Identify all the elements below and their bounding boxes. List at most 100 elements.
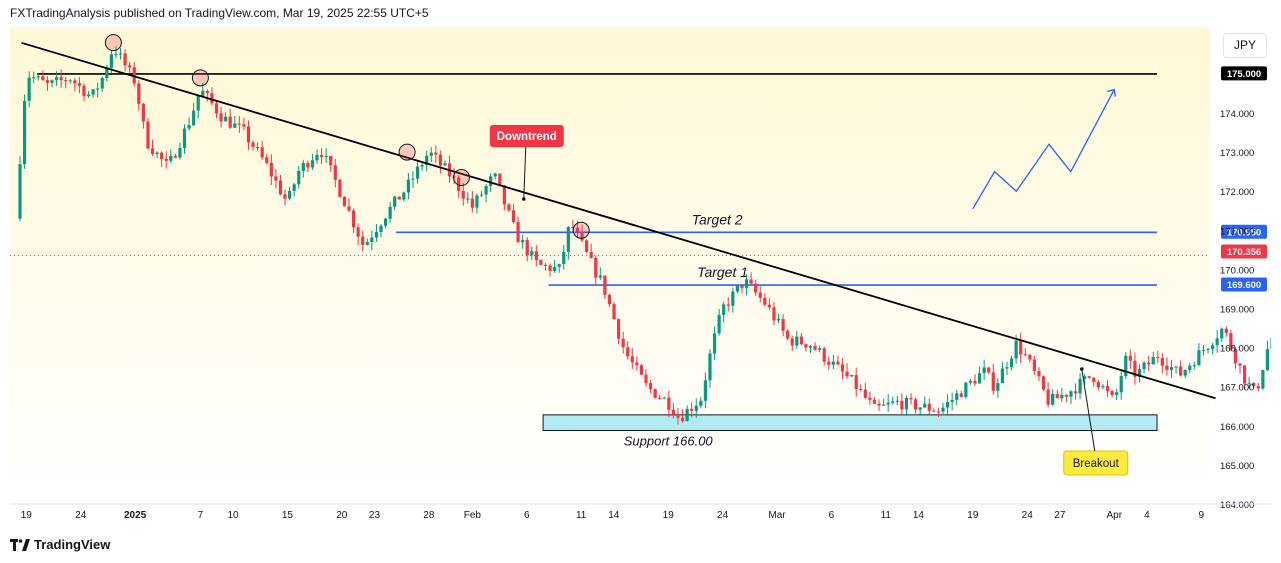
candle-bull[interactable]	[415, 160, 420, 184]
candle-bear[interactable]	[1156, 350, 1160, 363]
candle-bear[interactable]	[767, 298, 771, 310]
candle-bull[interactable]	[187, 117, 191, 131]
candle-bull[interactable]	[891, 396, 895, 405]
candle-bull[interactable]	[475, 193, 479, 214]
candle-bear[interactable]	[680, 409, 685, 423]
candle-bull[interactable]	[155, 151, 159, 158]
candle-bull[interactable]	[479, 191, 484, 198]
candle-bear[interactable]	[1028, 353, 1032, 363]
candle-bear[interactable]	[274, 168, 278, 189]
candle-bull[interactable]	[699, 396, 703, 409]
support-zone[interactable]	[542, 414, 1158, 431]
candle-bear[interactable]	[511, 204, 516, 224]
candle-bear[interactable]	[1238, 363, 1242, 374]
candle-bear[interactable]	[356, 223, 360, 246]
candle-bear[interactable]	[1055, 389, 1059, 399]
breakout-badge[interactable]	[1063, 450, 1129, 476]
candle-bull[interactable]	[1083, 373, 1087, 385]
candle-bull[interactable]	[598, 267, 602, 280]
candle-bull[interactable]	[1247, 376, 1251, 389]
candle-bull[interactable]	[54, 71, 59, 86]
candle-bull[interactable]	[776, 314, 781, 324]
candle-bull[interactable]	[1137, 364, 1142, 383]
candle-bull[interactable]	[1009, 356, 1014, 371]
candle-bull[interactable]	[370, 230, 374, 251]
candle-bear[interactable]	[160, 151, 164, 167]
candle-bear[interactable]	[1165, 357, 1169, 376]
candle-bear[interactable]	[338, 178, 342, 198]
candle-bear[interactable]	[214, 101, 219, 119]
candle-bear[interactable]	[502, 185, 506, 211]
candle-bull[interactable]	[86, 90, 91, 98]
candle-bear[interactable]	[877, 399, 881, 411]
candle-bear[interactable]	[603, 275, 607, 299]
candle-bull[interactable]	[1183, 369, 1187, 379]
candle-bear[interactable]	[73, 77, 77, 92]
candle-bear[interactable]	[461, 183, 465, 206]
candle-bull[interactable]	[566, 226, 570, 260]
candle-bear[interactable]	[470, 191, 474, 213]
candle-bull[interactable]	[1142, 361, 1146, 374]
candle-bull[interactable]	[310, 154, 315, 170]
candle-bear[interactable]	[150, 139, 155, 156]
candle-bear[interactable]	[987, 366, 991, 374]
candle-bull[interactable]	[968, 378, 973, 386]
candle-bear[interactable]	[594, 255, 598, 286]
candle-bear[interactable]	[342, 196, 347, 207]
candle-bull[interactable]	[1211, 342, 1215, 355]
candle-bull[interactable]	[553, 259, 557, 274]
candle-bear[interactable]	[1041, 375, 1046, 391]
candle-bear[interactable]	[1105, 379, 1110, 397]
candle-bear[interactable]	[1023, 348, 1027, 357]
candle-bull[interactable]	[36, 74, 40, 81]
candle-bull[interactable]	[1201, 344, 1206, 356]
candle-bear[interactable]	[758, 286, 762, 303]
candle-bear[interactable]	[991, 363, 995, 395]
candle-bull[interactable]	[1206, 347, 1210, 354]
candle-bull[interactable]	[1115, 388, 1119, 401]
candle-bull[interactable]	[1174, 365, 1178, 374]
candle-bull[interactable]	[18, 156, 22, 222]
candle-bull[interactable]	[406, 173, 411, 200]
candle-bull[interactable]	[941, 402, 945, 416]
candle-bull[interactable]	[425, 150, 429, 172]
candle-bull[interactable]	[96, 82, 100, 98]
candle-bull[interactable]	[1078, 373, 1082, 400]
candle-bull[interactable]	[429, 147, 433, 162]
candle-bear[interactable]	[41, 70, 45, 81]
candle-bear[interactable]	[283, 189, 287, 206]
candle-bear[interactable]	[648, 379, 653, 394]
candle-bear[interactable]	[265, 153, 269, 165]
candle-bear[interactable]	[616, 318, 621, 345]
candle-bear[interactable]	[333, 159, 337, 188]
candle-bear[interactable]	[319, 148, 324, 165]
candle-bear[interactable]	[1233, 346, 1238, 369]
candle-bear[interactable]	[1128, 349, 1132, 369]
candle-bull[interactable]	[530, 246, 534, 261]
candle-bull[interactable]	[808, 345, 813, 353]
candle-bull[interactable]	[1060, 387, 1064, 402]
candle-bull[interactable]	[982, 359, 986, 380]
candle-bull[interactable]	[301, 159, 305, 178]
candle-bear[interactable]	[639, 363, 644, 376]
candle-bear[interactable]	[621, 331, 625, 354]
candle-bear[interactable]	[1032, 355, 1037, 375]
candle-bear[interactable]	[351, 208, 356, 234]
candle-bull[interactable]	[831, 354, 835, 370]
candle-bull[interactable]	[795, 331, 799, 349]
candle-bear[interactable]	[859, 384, 863, 392]
candle-bull[interactable]	[996, 378, 1000, 398]
candle-bear[interactable]	[959, 390, 963, 398]
candle-bull[interactable]	[383, 217, 388, 229]
candle-bear[interactable]	[457, 175, 461, 198]
candle-bull[interactable]	[1188, 362, 1192, 374]
candle-bear[interactable]	[59, 69, 63, 88]
candle-bull[interactable]	[114, 46, 118, 59]
candle-bull[interactable]	[850, 374, 854, 378]
candle-bear[interactable]	[45, 76, 50, 91]
candle-bull[interactable]	[923, 396, 927, 409]
candle-bear[interactable]	[210, 87, 214, 106]
currency-button[interactable]: JPY	[1223, 33, 1267, 58]
candle-bear[interactable]	[1160, 353, 1164, 374]
candle-bull[interactable]	[224, 112, 228, 122]
